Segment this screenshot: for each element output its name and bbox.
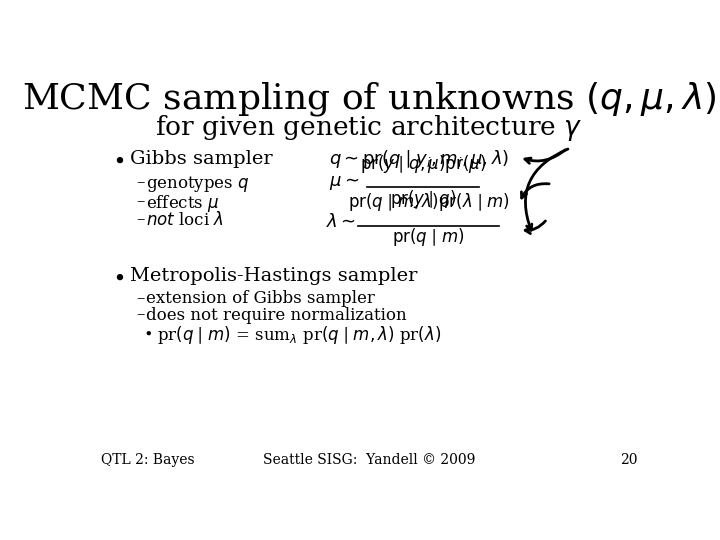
Text: $\bullet$: $\bullet$	[143, 325, 152, 339]
Text: $\mu \sim$: $\mu \sim$	[329, 174, 359, 192]
Text: $\bullet$: $\bullet$	[112, 267, 124, 287]
Text: $\mathrm{pr}(q\mid m,\lambda)\mathrm{pr}(\lambda\mid m)$: $\mathrm{pr}(q\mid m,\lambda)\mathrm{pr}…	[348, 191, 510, 213]
Text: genotypes $q$: genotypes $q$	[145, 174, 249, 194]
Text: Metropolis-Hastings sampler: Metropolis-Hastings sampler	[130, 267, 418, 285]
Text: –: –	[137, 211, 145, 228]
Text: –: –	[137, 193, 145, 210]
Text: $\mathrm{pr}(y\mid q)$: $\mathrm{pr}(y\mid q)$	[390, 188, 456, 210]
Text: –: –	[137, 307, 145, 323]
Text: 20: 20	[620, 453, 637, 467]
Text: does not require normalization: does not require normalization	[145, 307, 406, 323]
Text: pr$(q\mid m)$ = sum$_{\lambda}$ pr$(q\mid m,\lambda)$ pr$(\lambda)$: pr$(q\mid m)$ = sum$_{\lambda}$ pr$(q\mi…	[157, 325, 441, 346]
Text: $\bullet$: $\bullet$	[112, 150, 124, 170]
Text: $\mathit{not}$ loci $\lambda$: $\mathit{not}$ loci $\lambda$	[145, 211, 224, 229]
Text: –: –	[137, 174, 145, 191]
Text: Gibbs sampler: Gibbs sampler	[130, 150, 273, 167]
Text: $\lambda \sim$: $\lambda \sim$	[325, 213, 356, 231]
Text: QTL 2: Bayes: QTL 2: Bayes	[101, 453, 194, 467]
Text: MCMC sampling of unknowns $(q,\mu,\lambda)$: MCMC sampling of unknowns $(q,\mu,\lambd…	[22, 80, 716, 118]
Text: –: –	[137, 289, 145, 307]
Text: extension of Gibbs sampler: extension of Gibbs sampler	[145, 289, 374, 307]
Text: Seattle SISG:  Yandell © 2009: Seattle SISG: Yandell © 2009	[263, 453, 475, 467]
Text: for given genetic architecture $\gamma$: for given genetic architecture $\gamma$	[156, 112, 582, 143]
Text: effects $\mu$: effects $\mu$	[145, 193, 220, 214]
Text: $\mathrm{pr}(q\mid m)$: $\mathrm{pr}(q\mid m)$	[392, 226, 465, 248]
Text: $q \sim \mathrm{pr}(q\mid y_i,m_i,\mu,\lambda)$: $q \sim \mathrm{pr}(q\mid y_i,m_i,\mu,\l…	[329, 148, 509, 170]
Text: $\mathrm{pr}(y\mid q,\mu)\mathrm{pr}(\mu)$: $\mathrm{pr}(y\mid q,\mu)\mathrm{pr}(\mu…	[360, 153, 486, 175]
